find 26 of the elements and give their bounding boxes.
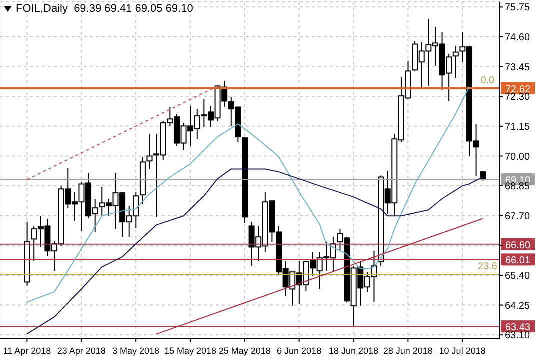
y-tick-label: 71.15 — [505, 122, 530, 133]
y-tick-label: 68.85 — [505, 182, 530, 193]
x-tick-label: 6 Jun 2018 — [277, 346, 322, 356]
y-tick-label: 73.45 — [505, 62, 530, 74]
y-tick-label: 65.40 — [505, 271, 530, 282]
x-tick-label: 10 Jul 2018 — [439, 346, 486, 356]
y-tick-label: 64.25 — [505, 300, 530, 312]
x-tick-label: 15 May 2018 — [164, 346, 216, 356]
y-tick-label: 75.75 — [505, 2, 530, 14]
y-tick-label: 67.70 — [505, 211, 530, 222]
ref-line-label: 66.60 — [505, 240, 531, 252]
x-tick-label: 28 Jun 2018 — [383, 346, 433, 356]
annotation: 0.0 — [480, 75, 496, 86]
x-tick-label: 18 Jun 2018 — [328, 346, 379, 356]
x-tick-label: 23 Apr 2018 — [57, 346, 106, 356]
ref-line-label: 66.01 — [505, 256, 531, 267]
annotation: 23.6 — [478, 261, 498, 272]
y-tick-label: 70.00 — [505, 152, 530, 163]
x-tick-label: 11 Apr 2018 — [3, 346, 52, 356]
x-tick-label: 3 May 2018 — [112, 346, 160, 356]
y-tick-label: 72.30 — [505, 92, 530, 104]
y-tick-label: 74.60 — [505, 32, 530, 44]
chart-title: FOIL,Daily 69.39 69.41 69.05 69.10 — [16, 3, 194, 15]
line-series — [26, 86, 470, 303]
x-tick-label: 25 May 2018 — [218, 346, 271, 356]
y-tick-label: 63.10 — [505, 330, 530, 342]
